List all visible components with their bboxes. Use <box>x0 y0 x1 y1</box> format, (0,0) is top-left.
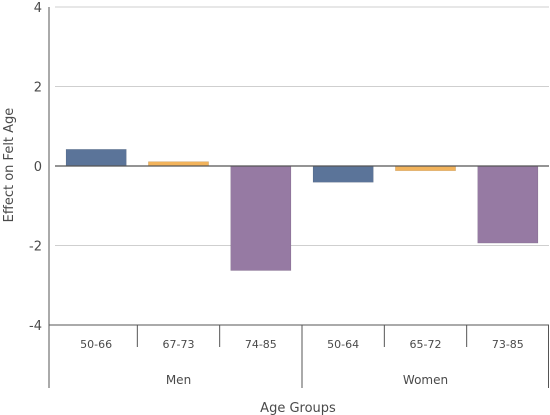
y-tick-label: -2 <box>29 240 42 255</box>
y-tick-label: -4 <box>29 319 42 334</box>
x-tick-label: 50-66 <box>80 338 112 351</box>
bar <box>395 165 456 172</box>
bar <box>312 165 374 183</box>
x-tick-label: 50-64 <box>327 338 359 351</box>
y-tick-label: 2 <box>34 81 42 96</box>
x-group-labels: Men Women <box>166 373 448 387</box>
x-tick-label: 65-72 <box>410 338 442 351</box>
bar <box>148 161 209 167</box>
y-tick-labels: -4 -2 0 2 4 <box>29 1 42 334</box>
axes <box>48 7 549 388</box>
bar <box>65 149 127 167</box>
bar <box>230 165 292 271</box>
x-category-labels: 50-66 67-73 74-85 50-64 65-72 73-85 <box>80 338 524 351</box>
x-tick-label: 73-85 <box>492 338 524 351</box>
x-tick-label: 74-85 <box>245 338 277 351</box>
x-tick-label: 67-73 <box>163 338 195 351</box>
x-group-label: Women <box>403 373 448 387</box>
y-tick-label: 4 <box>34 1 42 16</box>
bars <box>65 149 539 271</box>
x-axis-title: Age Groups <box>260 401 336 415</box>
bar <box>477 165 539 244</box>
x-group-label: Men <box>166 373 191 387</box>
y-tick-label: 0 <box>34 160 42 175</box>
y-axis-title: Effect on Felt Age <box>2 108 17 223</box>
